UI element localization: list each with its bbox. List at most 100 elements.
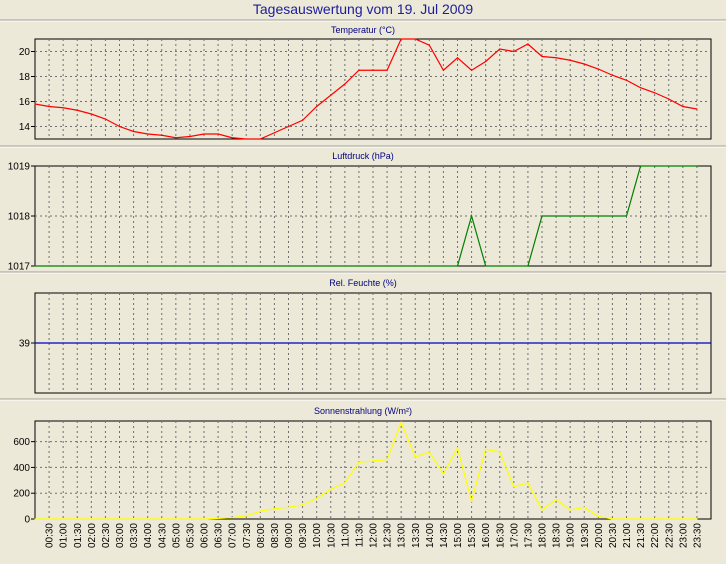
x-tick-label: 09:00 [284,523,295,548]
data-point [682,105,684,108]
data-point [34,103,36,105]
data-point [76,518,78,520]
x-tick-label: 13:00 [397,523,408,548]
data-point [499,451,501,453]
data-point [527,265,529,267]
data-point [414,456,416,458]
series-line [34,38,698,140]
x-tick-label: 04:30 [157,523,168,548]
x-tick-label: 10:30 [326,523,337,548]
data-point [48,265,50,267]
data-point [428,451,430,453]
data-point [372,69,374,71]
y-tick-label: 200 [13,489,30,500]
data-point [456,57,459,59]
data-point [344,265,346,267]
data-point [428,44,430,46]
x-tick-label: 07:30 [242,523,253,548]
data-point [316,265,318,267]
data-point [175,518,177,520]
x-tick-label: 15:00 [453,523,464,548]
data-point [709,342,712,344]
data-point [330,488,332,490]
data-point [569,215,571,217]
x-tick-label: 06:00 [200,523,211,548]
data-point [132,518,135,520]
data-point [555,57,557,59]
data-point [583,215,585,217]
data-point [442,69,445,71]
data-point [611,215,614,217]
data-point [189,135,191,138]
data-point [583,63,585,65]
x-tick-label: 04:00 [143,523,154,548]
x-tick-label: 09:30 [298,523,309,548]
data-point [330,94,332,96]
data-point [344,482,346,484]
x-tick-label: 05:30 [185,523,196,548]
data-point [273,132,276,134]
data-point [259,510,261,512]
y-tick-label: 600 [13,437,30,448]
data-point [273,265,276,267]
data-point [569,509,571,511]
x-tick-label: 16:30 [495,523,506,548]
data-point [527,43,529,45]
data-point [597,515,599,518]
series-line [35,420,697,520]
y-tick-label: 14 [19,122,31,133]
x-tick-label: 22:30 [664,523,675,548]
data-point [499,48,501,50]
y-tick-label: 18 [19,72,31,83]
data-point [668,165,670,167]
chart-title: Temperatur (°C) [331,25,395,35]
x-tick-label: 12:30 [383,523,394,548]
data-point [513,50,515,53]
data-point [470,215,473,217]
x-tick-label: 03:00 [115,523,126,548]
data-point [485,60,487,63]
data-point [245,138,247,140]
y-tick-label: 1017 [8,262,31,273]
data-point [625,215,628,217]
data-point [386,69,388,71]
data-point [330,265,332,267]
data-point [372,460,374,462]
y-tick-label: 39 [19,339,31,350]
data-point [104,265,107,267]
data-point [34,342,36,344]
data-point [499,265,501,267]
chart-1: Temperatur (°C) 14 16 18 20 [0,19,726,140]
data-point [287,125,290,128]
data-point [203,265,205,267]
x-tick-label: 13:30 [411,523,422,548]
chart-3: Rel. Feuchte (%) 39 [0,271,726,394]
data-point [569,59,571,61]
x-tick-label: 20:30 [608,523,619,548]
data-point [682,518,684,520]
y-tick-label: 400 [13,463,30,474]
data-point [555,499,557,501]
data-point [161,518,163,520]
data-point [470,69,473,71]
data-point [696,108,698,110]
x-tick-label: 22:00 [650,523,661,548]
data-point [696,518,698,520]
data-point [287,265,290,267]
data-point [456,447,459,449]
x-tick-label: 03:30 [129,523,140,548]
data-point [485,448,487,450]
data-point [62,518,64,520]
data-point [273,508,276,510]
x-tick-label: 11:30 [354,523,365,548]
data-point [400,421,402,423]
chart-title: Rel. Feuchte (%) [329,278,397,288]
data-point [442,473,445,475]
data-point [189,518,191,520]
x-tick-label: 21:30 [636,523,647,548]
data-point [414,265,416,267]
data-point [147,133,149,135]
data-point [301,504,304,506]
data-point [118,518,121,520]
x-tick-label: 08:30 [270,523,281,548]
